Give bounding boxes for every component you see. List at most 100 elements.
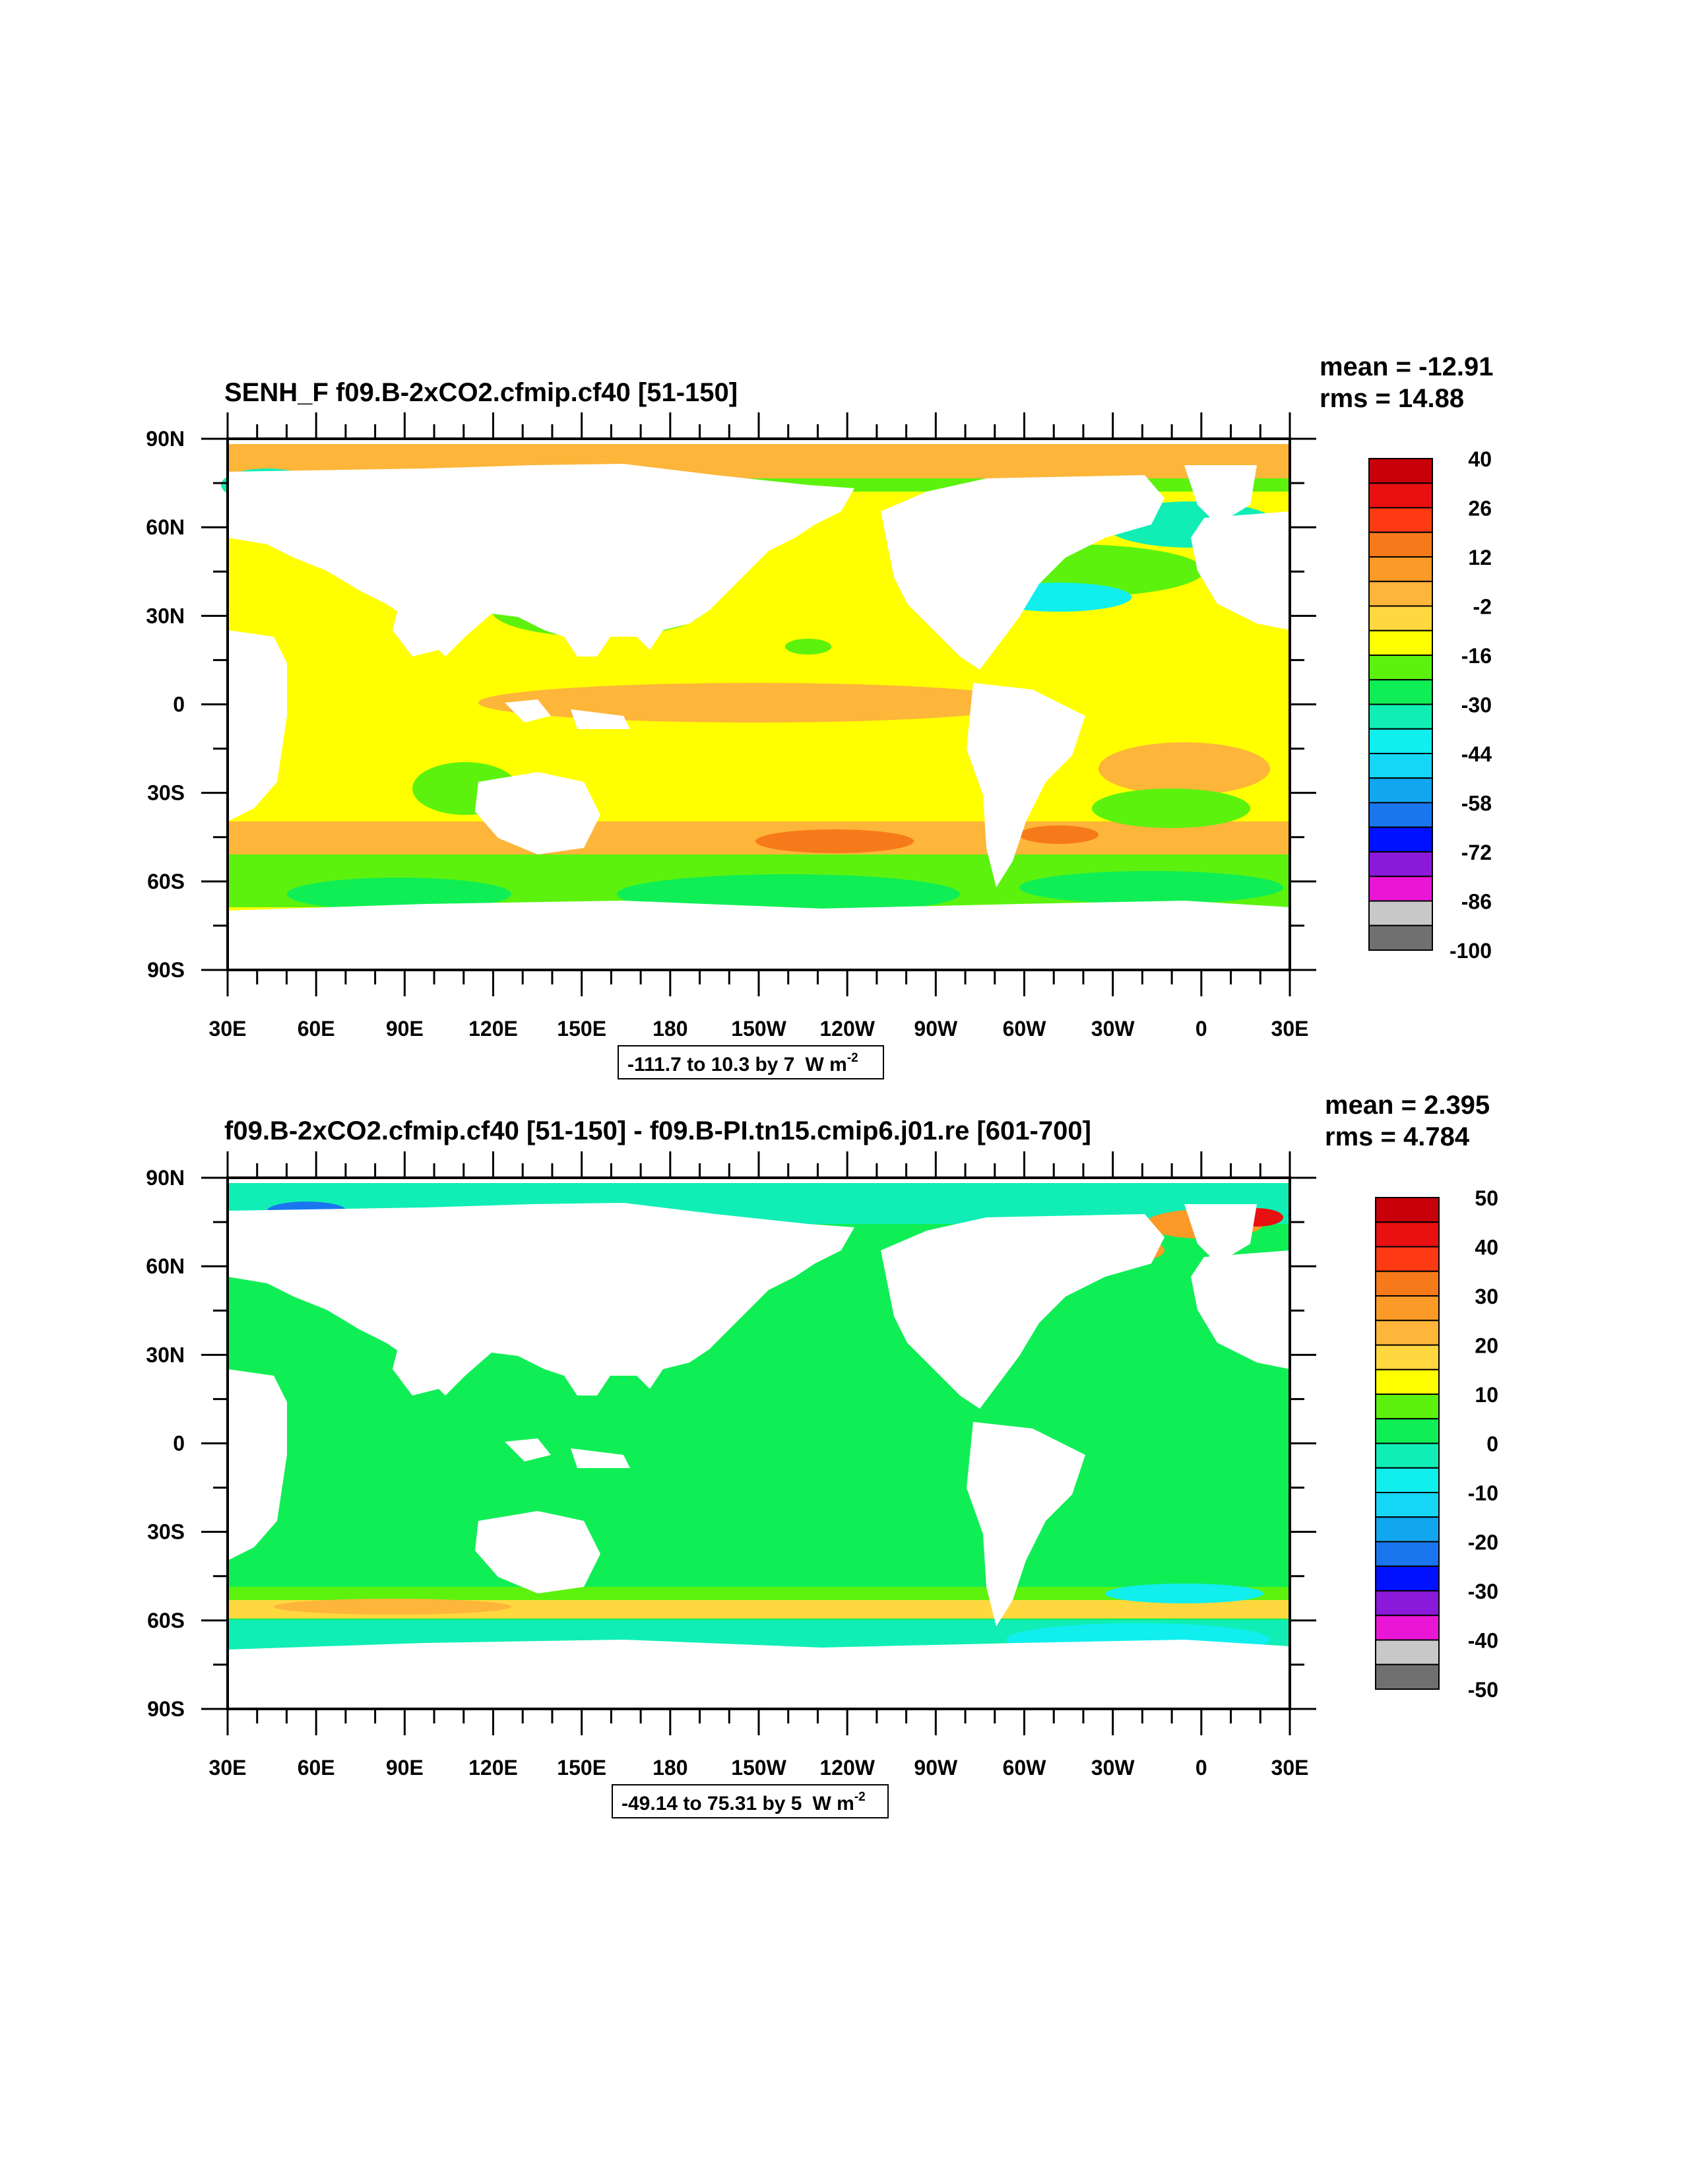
map-panel-bottom: f09.B-2xCO2.cfmip.cf40 [51-150] - f09.B-…	[146, 1091, 1498, 1818]
colorbar-label: 26	[1468, 497, 1492, 521]
rms-label: rms = 14.88	[1320, 384, 1464, 413]
lat-tick-label: 0	[173, 693, 185, 717]
lon-tick-label: 180	[653, 1756, 687, 1780]
lon-tick-label: 90W	[914, 1017, 958, 1041]
colorbar-box	[1368, 802, 1433, 828]
colorbar-box	[1368, 629, 1433, 656]
colorbar-box	[1375, 1615, 1440, 1641]
lon-tick-label: 120E	[468, 1756, 518, 1780]
lat-tick-label: 60N	[146, 1254, 185, 1278]
lon-tick-label: 60E	[298, 1756, 335, 1780]
colorbar-box	[1368, 728, 1433, 754]
colorbar-box	[1368, 482, 1433, 509]
colorbar-box	[1368, 556, 1433, 583]
colorbar-box	[1375, 1197, 1440, 1223]
colorbar-box	[1375, 1663, 1440, 1690]
lon-tick-label: 30W	[1091, 1017, 1135, 1041]
colorbar: 40 26 12 -2 -16 -30 -44 -58 -72 -86 -100	[1368, 447, 1492, 963]
lat-tick-label: 60N	[146, 515, 185, 539]
colorbar-label: -30	[1461, 693, 1492, 717]
colorbar-label: -40	[1468, 1629, 1498, 1653]
colorbar-label: 20	[1475, 1334, 1498, 1358]
range-label: -49.14 to 75.31 by 5	[621, 1793, 802, 1815]
lat-tick-label: 30N	[146, 1343, 185, 1366]
lon-tick-label: 60W	[1003, 1017, 1047, 1041]
lon-tick-label: 60W	[1003, 1756, 1047, 1780]
mean-label: mean = -12.91	[1320, 352, 1494, 381]
lon-tick-label: 30E	[209, 1017, 247, 1041]
range-box	[612, 1784, 889, 1818]
lon-tick-label: 150E	[557, 1756, 606, 1780]
lon-tick-label: 180	[653, 1017, 687, 1041]
colorbar-label: -30	[1468, 1580, 1498, 1603]
svg-text:-111.7 to 10.3 by 7W m-2: -111.7 to 10.3 by 7 W m-2	[627, 1051, 858, 1076]
colorbar-box	[1368, 753, 1433, 779]
colorbar-box	[1375, 1368, 1440, 1395]
colorbar-box	[1375, 1344, 1440, 1370]
lat-tick-label: 60S	[147, 1609, 185, 1632]
colorbar-box	[1375, 1320, 1440, 1346]
colorbar-label: 50	[1475, 1186, 1498, 1210]
lat-tick-label: 0	[173, 1432, 185, 1456]
lat-tick-label: 30N	[146, 604, 185, 627]
panel-title: f09.B-2xCO2.cfmip.cf40 [51-150] - f09.B-…	[224, 1116, 1091, 1145]
colorbar-box	[1375, 1442, 1440, 1469]
colorbar-box	[1375, 1565, 1440, 1591]
colorbar-label: -100	[1450, 939, 1492, 963]
colorbar-box	[1375, 1394, 1440, 1420]
units-label: W m	[813, 1793, 854, 1815]
lon-tick-label: 150W	[731, 1017, 786, 1041]
colorbar-box	[1375, 1270, 1440, 1297]
colorbar-label: 40	[1475, 1236, 1498, 1260]
lon-tick-label: 150E	[557, 1017, 606, 1041]
mean-label: mean = 2.395	[1325, 1091, 1490, 1120]
colorbar-label: 30	[1475, 1285, 1498, 1308]
lon-tick-label: 90E	[386, 1756, 424, 1780]
colorbar-box	[1368, 605, 1433, 631]
colorbar-box	[1375, 1541, 1440, 1567]
lon-tick-label: 0	[1195, 1017, 1207, 1041]
colorbar-label: -2	[1473, 595, 1492, 619]
colorbar-box	[1375, 1492, 1440, 1518]
colorbar-label: -10	[1468, 1481, 1498, 1505]
colorbar-label: 10	[1475, 1383, 1498, 1407]
colorbar-label: -20	[1468, 1531, 1498, 1555]
colorbar-box	[1375, 1516, 1440, 1543]
units-exponent: -2	[854, 1790, 866, 1804]
map-panel-top: SENH_F f09.B-2xCO2.cfmip.cf40 [51-150] m…	[146, 352, 1494, 1079]
units-label: W m	[806, 1054, 847, 1076]
colorbar-label: -44	[1461, 742, 1492, 766]
units-exponent: -2	[847, 1051, 858, 1065]
lat-tick-label: 30S	[147, 1520, 185, 1544]
svg-text:-49.14 to 75.31 by 5W m-2: -49.14 to 75.31 by 5 W m-2	[621, 1790, 866, 1815]
lat-tick-label: 90S	[147, 958, 185, 982]
colorbar-label: -16	[1461, 644, 1492, 668]
colorbar-box	[1375, 1221, 1440, 1248]
colorbar-label: 40	[1468, 447, 1492, 471]
lon-tick-label: 30E	[1271, 1756, 1309, 1780]
lon-tick-label: 120W	[819, 1017, 875, 1041]
colorbar-box	[1368, 924, 1433, 951]
lon-tick-label: 60E	[298, 1017, 335, 1041]
lon-tick-label: 90E	[386, 1017, 424, 1041]
lon-tick-label: 30E	[209, 1756, 247, 1780]
colorbar-box	[1375, 1246, 1440, 1272]
colorbar-box	[1368, 826, 1433, 852]
colorbar-box	[1368, 777, 1433, 804]
colorbar-label: -86	[1461, 890, 1492, 914]
lat-tick-label: 90N	[146, 1166, 185, 1190]
panel-title: SENH_F f09.B-2xCO2.cfmip.cf40 [51-150]	[224, 378, 738, 407]
rms-label: rms = 4.784	[1325, 1122, 1470, 1151]
lon-tick-label: 0	[1195, 1756, 1207, 1780]
colorbar-box	[1368, 851, 1433, 878]
colorbar-box	[1368, 531, 1433, 558]
colorbar-box	[1368, 581, 1433, 607]
lon-tick-label: 120W	[819, 1756, 875, 1780]
colorbar-label: 0	[1486, 1432, 1498, 1456]
lon-tick-label: 90W	[914, 1756, 958, 1780]
lon-tick-label: 30E	[1271, 1017, 1309, 1041]
range-label: -111.7 to 10.3 by 7	[627, 1054, 795, 1076]
colorbar-box	[1368, 507, 1433, 533]
colorbar-box	[1368, 655, 1433, 681]
